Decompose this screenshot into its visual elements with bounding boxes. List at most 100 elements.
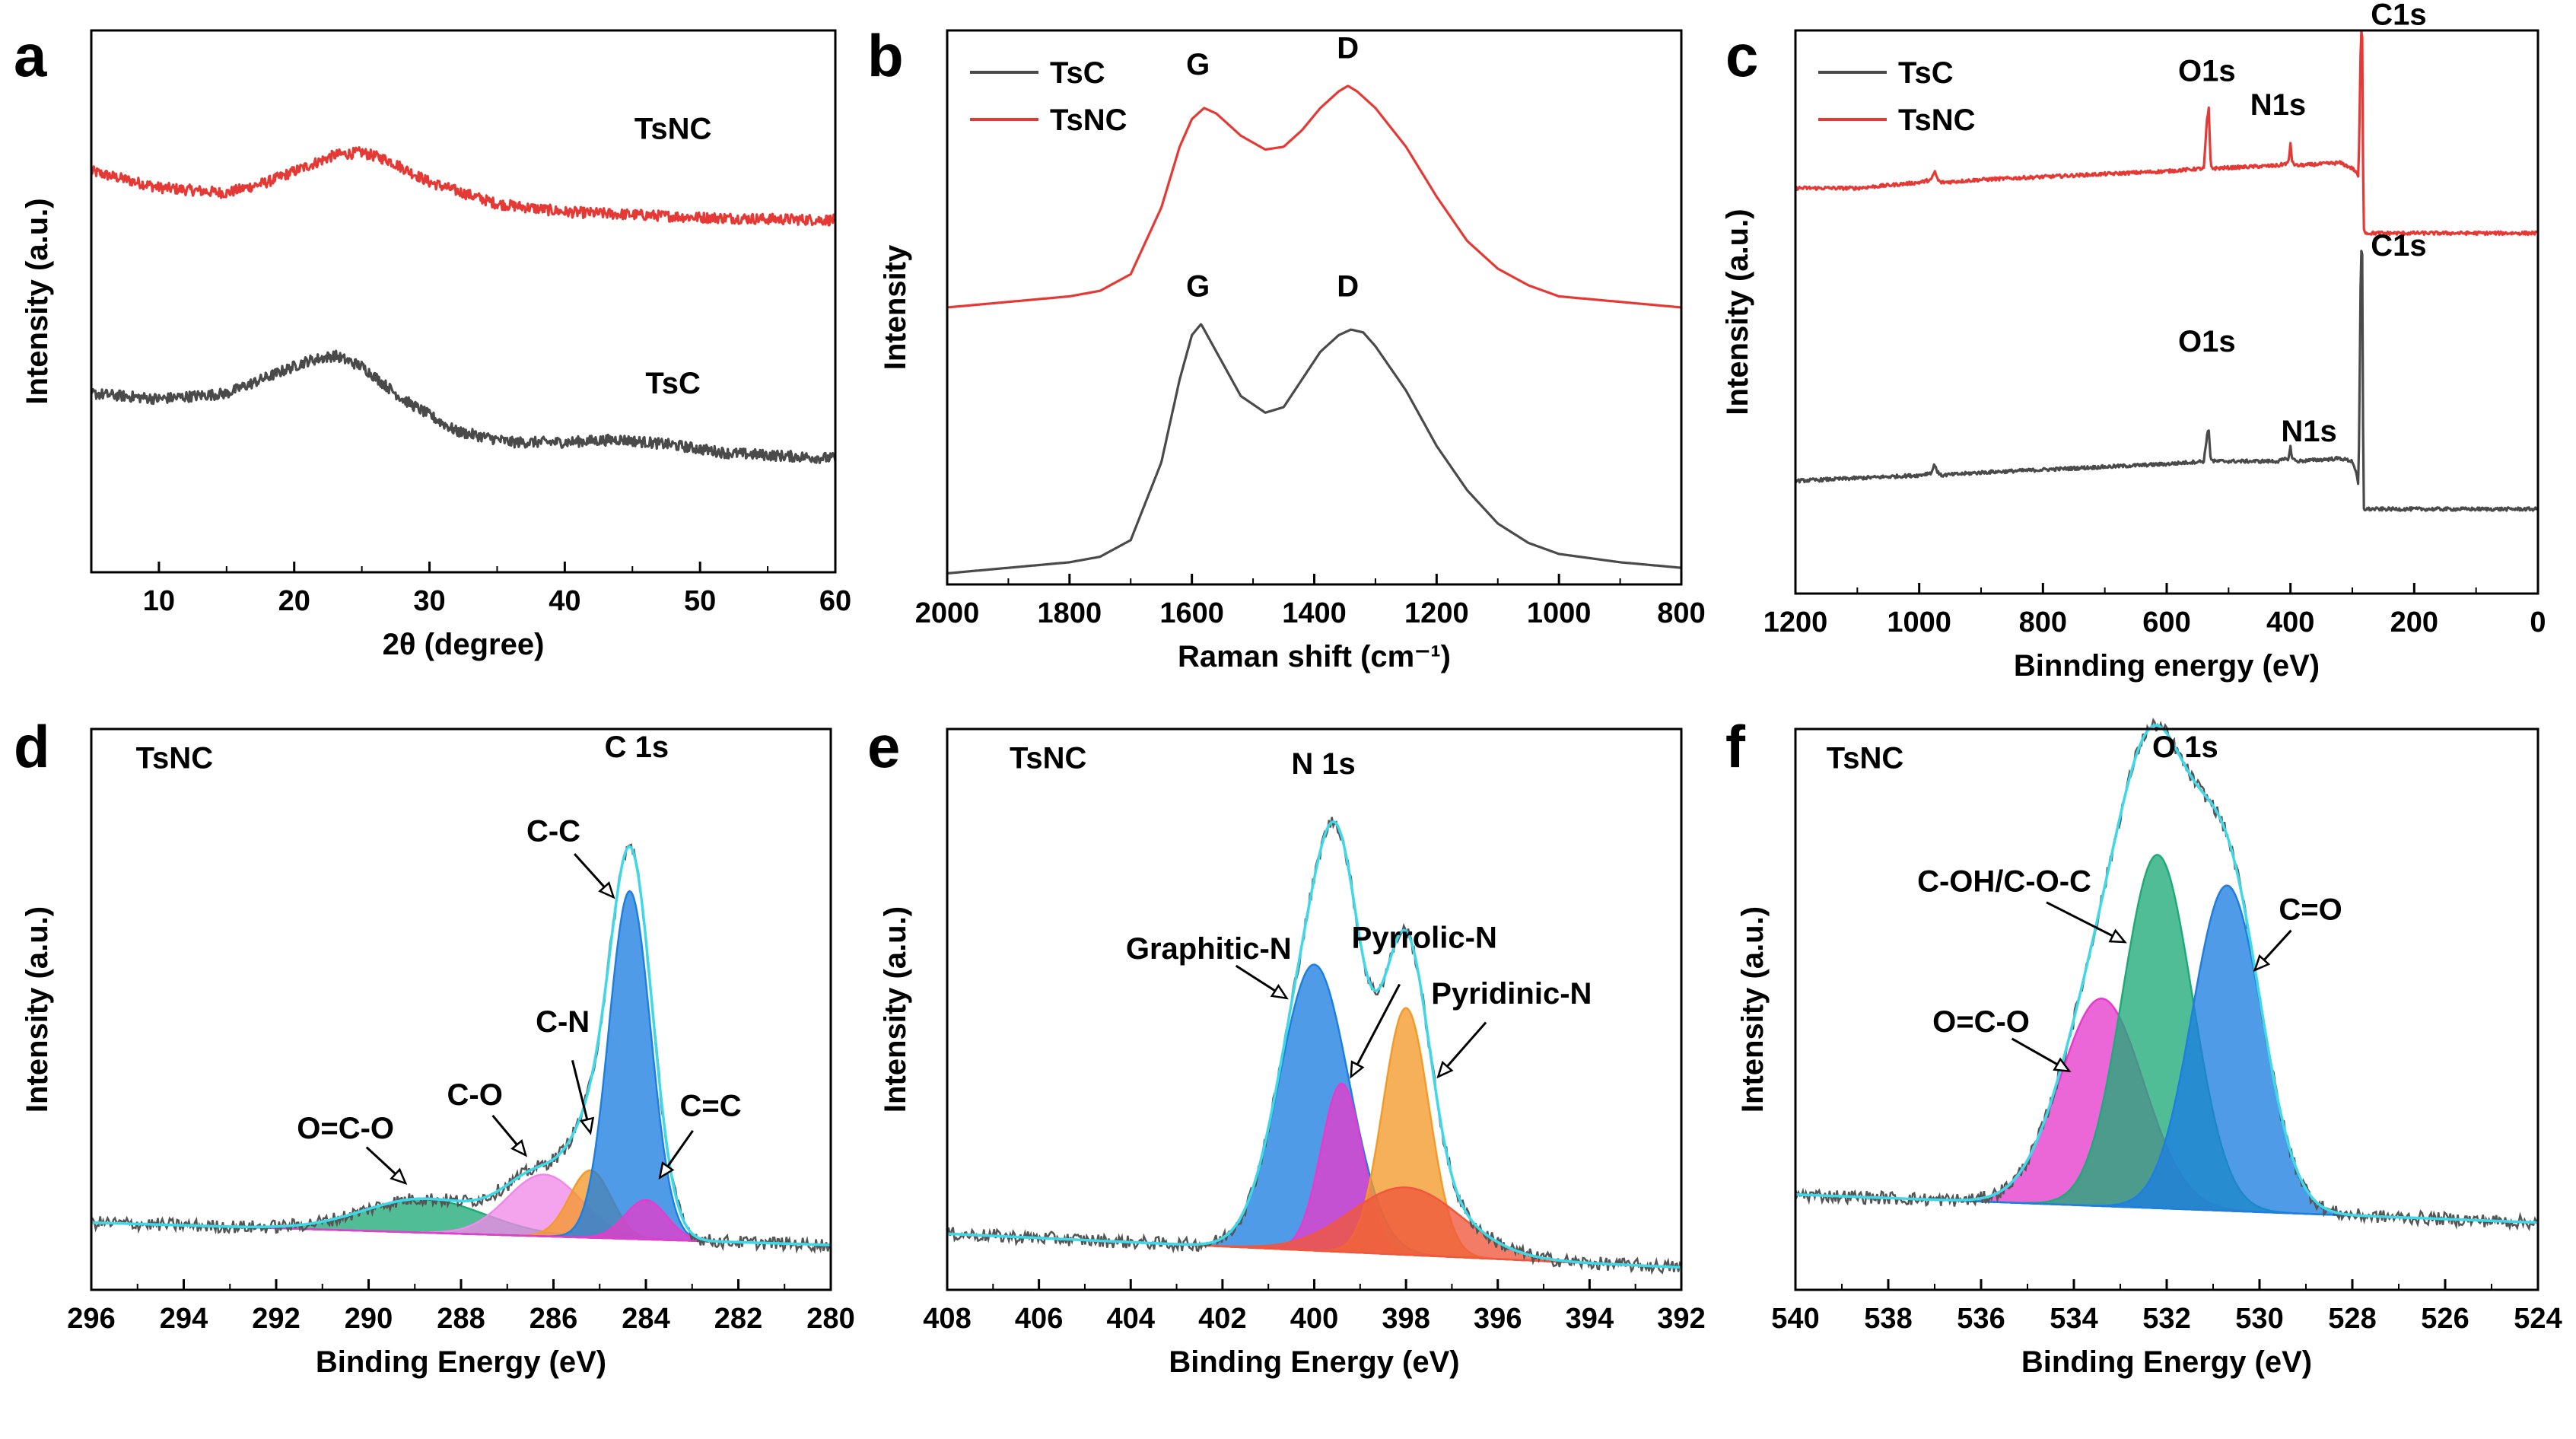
x-tick-label: 394 bbox=[1566, 1303, 1614, 1335]
panel-d: 296 294 292 290 288 286 284 282 280 Binding Energ… bbox=[21, 727, 855, 1379]
x-tick-label: 536 bbox=[1957, 1303, 2005, 1335]
panel-letter-c: c bbox=[1725, 22, 1758, 89]
x-axis-title: Binding Energy (eV) bbox=[316, 1345, 606, 1379]
x-tick-label: 1600 bbox=[1159, 597, 1224, 629]
x-tick-label: 2000 bbox=[915, 597, 980, 629]
annotation-pyridinic-n: Pyridinic-N bbox=[1431, 977, 1592, 1011]
annotation-c-c: C=C bbox=[679, 1090, 741, 1123]
x-tick-label: 280 bbox=[806, 1303, 854, 1335]
x-axis-title: Raman shift (cm⁻¹) bbox=[1178, 640, 1451, 673]
annotation-d: D bbox=[1337, 31, 1359, 65]
fit-envelope-line bbox=[1795, 724, 2539, 1224]
annotation-graphitic-n: Graphitic-N bbox=[1126, 932, 1292, 966]
x-tick-label: 200 bbox=[2390, 606, 2438, 638]
annotation-arrow-head bbox=[598, 881, 615, 899]
raw-spectrum-line bbox=[91, 843, 832, 1254]
x-tick-label: 800 bbox=[2019, 606, 2067, 638]
x-tick-label: 60 bbox=[819, 585, 851, 617]
x-tick-label: 40 bbox=[549, 585, 580, 617]
component-peak-c-c bbox=[91, 1199, 831, 1246]
panel-letter-e: e bbox=[867, 713, 900, 780]
annotation-o1s: O1s bbox=[2178, 325, 2236, 358]
x-tick-label: 392 bbox=[1657, 1303, 1705, 1335]
annotation-tsnc: TsNC bbox=[136, 742, 213, 775]
annotation-arrow-head bbox=[1350, 1060, 1365, 1079]
x-tick-label: 398 bbox=[1382, 1303, 1430, 1335]
x-tick-label: 600 bbox=[2142, 606, 2190, 638]
annotation-c-o: C=O bbox=[2279, 893, 2342, 927]
component-peak-c-c bbox=[91, 890, 831, 1246]
x-tick-label: 406 bbox=[1015, 1303, 1063, 1335]
annotation-c1s: C1s bbox=[2371, 229, 2426, 263]
annotation-c-n: C-N bbox=[536, 1005, 590, 1039]
x-axis-title: Binding Energy (eV) bbox=[2021, 1345, 2312, 1379]
series-line-tsnc bbox=[1795, 30, 2539, 237]
x-tick-label: 800 bbox=[1657, 597, 1705, 629]
annotation-g: G bbox=[1186, 48, 1210, 81]
x-tick-label: 282 bbox=[714, 1303, 762, 1335]
x-tick-label: 1000 bbox=[1527, 597, 1592, 629]
x-tick-label: 540 bbox=[1771, 1303, 1819, 1335]
annotation-o1s: O1s bbox=[2178, 55, 2236, 88]
x-tick-label: 528 bbox=[2328, 1303, 2376, 1335]
annotation-o-c-o: O=C-O bbox=[1932, 1005, 2030, 1039]
series-line-tsnc bbox=[946, 84, 1682, 309]
annotation-o-1s: O 1s bbox=[2152, 731, 2218, 764]
annotation-c-oh-c-o-c: C-OH/C-O-C bbox=[1917, 865, 2091, 899]
annotation-arrow-head bbox=[2253, 953, 2271, 973]
annotation-arrow-line bbox=[1350, 983, 1401, 1078]
panel-letter-b: b bbox=[867, 22, 904, 89]
panel-letter-f: f bbox=[1725, 713, 1746, 780]
annotation-n1s: N1s bbox=[2250, 88, 2306, 122]
x-tick-label: 396 bbox=[1474, 1303, 1522, 1335]
annotation-tsnc: TsNC bbox=[1010, 742, 1086, 775]
annotation-tsc: TsC bbox=[645, 367, 701, 400]
x-axis-title: 2θ (degree) bbox=[383, 628, 545, 661]
x-tick-label: 1000 bbox=[1887, 606, 1951, 638]
y-axis-title: Intensity (a.u.) bbox=[21, 906, 54, 1113]
x-tick-label: 10 bbox=[143, 585, 175, 617]
annotation-g: G bbox=[1186, 269, 1210, 303]
y-axis-title: Intensity (a.u.) bbox=[879, 906, 912, 1113]
annotation-n1s: N1s bbox=[2281, 415, 2336, 448]
annotation-arrow-head bbox=[2108, 928, 2127, 944]
legend-label-tsnc: TsNC bbox=[1050, 103, 1127, 137]
legend-label-tsc: TsC bbox=[1050, 56, 1105, 90]
annotation-arrow-head bbox=[1270, 984, 1289, 1000]
annotation-arrow-head bbox=[390, 1167, 408, 1186]
x-tick-label: 290 bbox=[345, 1303, 393, 1335]
panel-letter-a: a bbox=[14, 22, 47, 89]
series-line-tsc bbox=[1794, 250, 2539, 512]
x-tick-label: 532 bbox=[2142, 1303, 2190, 1335]
x-tick-label: 400 bbox=[1290, 1303, 1338, 1335]
fit-envelope-line bbox=[946, 820, 1682, 1269]
x-tick-label: 538 bbox=[1864, 1303, 1912, 1335]
legend-label-tsc: TsC bbox=[1898, 56, 1954, 90]
x-axis-title: Binding Energy (eV) bbox=[1169, 1345, 1459, 1379]
x-tick-label: 1200 bbox=[1763, 606, 1828, 638]
panel-a: 10 20 30 40 50 60 2θ (degree) Intensity (a.u.) T… bbox=[21, 29, 851, 661]
x-tick-label: 296 bbox=[67, 1303, 115, 1335]
x-tick-label: 526 bbox=[2421, 1303, 2469, 1335]
annotation-arrow-head bbox=[2053, 1057, 2072, 1073]
y-axis-title: Intensity (a.u.) bbox=[1721, 209, 1754, 415]
panel-c: 1200 1000 800 600 400 200 0 Binnding energy (eV… bbox=[1721, 0, 2546, 683]
annotation-arrow-head bbox=[1436, 1060, 1454, 1079]
y-axis-title: Intensity bbox=[879, 244, 912, 370]
x-tick-label: 524 bbox=[2514, 1303, 2562, 1335]
x-tick-label: 408 bbox=[923, 1303, 971, 1335]
annotation-arrow-head bbox=[658, 1161, 675, 1180]
x-tick-label: 402 bbox=[1198, 1303, 1246, 1335]
x-tick-label: 0 bbox=[2530, 606, 2546, 638]
annotation-arrow-line bbox=[2046, 901, 2126, 944]
annotation-n-1s: N 1s bbox=[1291, 747, 1356, 781]
panel-f: 540 538 536 534 532 530 528 526 524 Binding Energ… bbox=[1736, 718, 2562, 1379]
annotation-arrow-head bbox=[510, 1138, 528, 1157]
panel-e: 408 406 404 402 400 398 396 394 392 Binding Energ… bbox=[879, 727, 1706, 1379]
series-line-tsc bbox=[946, 323, 1682, 575]
x-tick-label: 1200 bbox=[1404, 597, 1469, 629]
x-tick-label: 294 bbox=[160, 1303, 208, 1335]
x-tick-label: 1400 bbox=[1282, 597, 1347, 629]
x-tick-label: 404 bbox=[1107, 1303, 1155, 1335]
